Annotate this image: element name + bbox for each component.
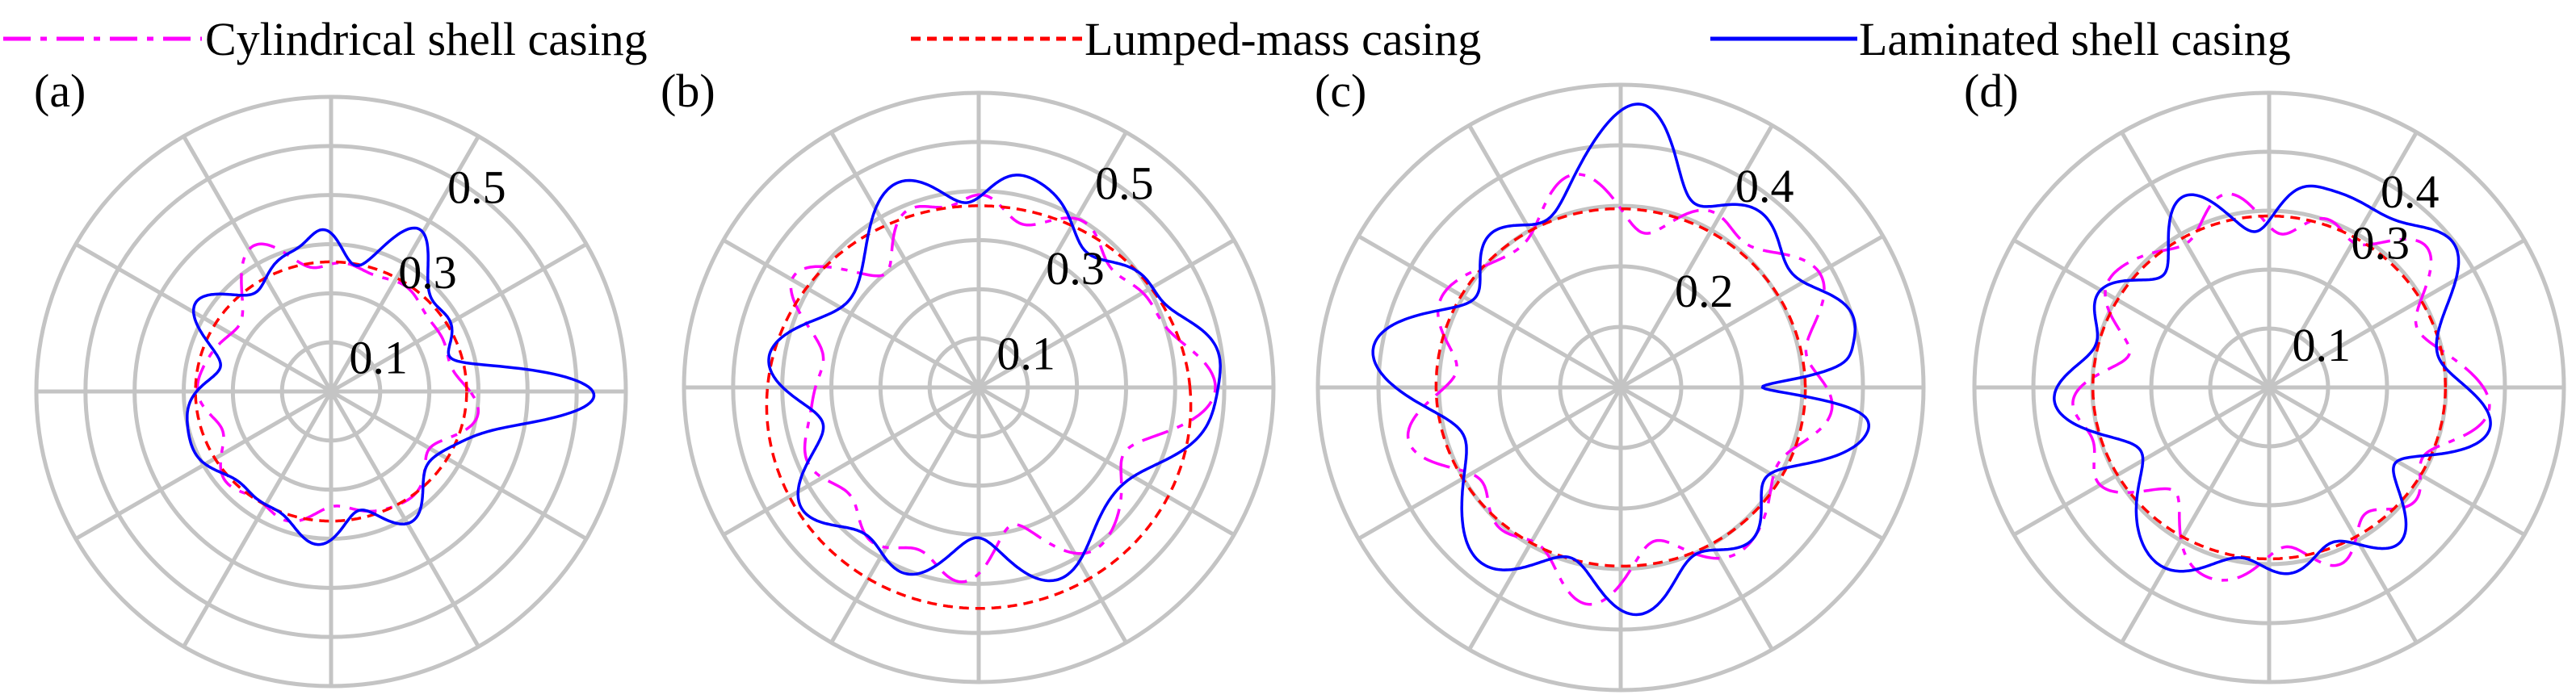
grid-spoke [1357,234,1622,390]
grid-spoke [1619,385,1885,541]
legend-entry-laminated: Laminated shell casing [1710,13,2291,65]
panel-label-d: (d) [1964,65,2019,117]
grid-spoke [977,385,1236,537]
series-lumped [2091,214,2448,561]
ring-label: 0.1 [2293,319,2352,371]
polar-chart-a: 0.1 0.3 0.5 [34,94,628,689]
ring-label: 0.1 [349,331,408,383]
grid-spoke [1467,386,1623,651]
grid-spoke [829,386,981,644]
ring-label: 0.2 [1675,265,1734,317]
legend-label-cylindrical: Cylindrical shell casing [205,13,648,65]
ring-label: 0.4 [1735,160,1794,212]
grid-spoke [329,389,588,541]
grid-spoke [2120,386,2272,644]
grid-spoke [977,238,1236,390]
ring-label: 0.1 [996,327,1055,379]
ring-label: 0.5 [447,161,506,214]
grid-spoke [1618,123,1774,389]
grid-spoke [829,131,981,389]
ring-label: 0.3 [1046,242,1105,295]
legend-entry-cylindrical: Cylindrical shell casing [3,13,648,65]
grid-spoke [976,386,1128,644]
series-lumped [765,204,1193,610]
grid-spoke [722,385,980,537]
grid-spoke [2012,238,2271,390]
panel-label-b: (b) [661,65,715,117]
grid-spoke [329,390,480,648]
grid-spoke [2268,238,2526,390]
panel-label-c: (c) [1315,65,1366,117]
series-lumped [1434,207,1807,568]
grid-spoke [2267,131,2419,389]
grid-spoke [2120,131,2272,389]
polar-chart-c: 0.2 0.4 [1315,82,1926,693]
series-laminated [186,226,596,546]
grid-spoke [329,135,480,393]
grid-spoke [74,389,333,541]
grid-spoke [1618,386,1774,651]
legend: Cylindrical shell casing Lumped-mass cas… [3,13,2291,65]
ring-label: 0.3 [2352,216,2410,269]
series-laminated [767,174,1222,583]
legend-label-laminated: Laminated shell casing [1859,13,2291,65]
grid-spoke [182,135,334,393]
grid-spoke [1619,234,1885,390]
grid-spoke [1357,385,1622,541]
series-laminated [1371,103,1870,617]
ring-label: 0.3 [398,246,457,299]
series-cylindrical [1406,173,1834,606]
grid-spoke [329,242,588,394]
panel-label-a: (a) [34,65,86,117]
polar-chart-b: 0.1 0.3 0.5 [682,90,1276,684]
ring-label: 0.5 [1095,157,1154,210]
series-cylindrical [789,193,1217,584]
grid-spoke [976,131,1128,389]
legend-entry-lumped: Lumped-mass casing [911,13,1481,65]
grid-spoke [182,390,334,648]
series-laminated [2053,184,2492,576]
grid-spoke [722,238,980,390]
polar-chart-d: 0.10.30.4 [1972,90,2566,684]
ring-label: 0.4 [2381,165,2440,218]
grid-spoke [2267,386,2419,644]
grid-spoke [1467,123,1623,389]
legend-label-lumped: Lumped-mass casing [1085,13,1481,65]
grid-spoke [74,242,333,394]
